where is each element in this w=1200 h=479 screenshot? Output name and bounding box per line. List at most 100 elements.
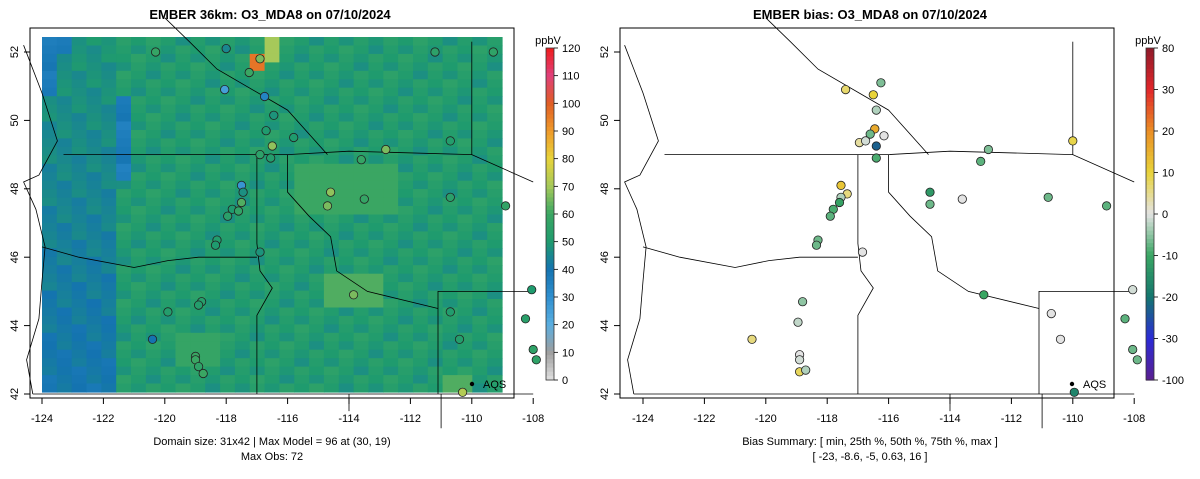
grid-cell (442, 104, 458, 114)
grid-cell (487, 358, 503, 368)
obs-point (979, 290, 989, 300)
grid-cell (264, 299, 280, 309)
grid-cell (264, 341, 280, 351)
grid-cell (42, 366, 58, 376)
grid-cell (279, 104, 295, 114)
grid-cell (457, 197, 473, 207)
grid-cell (56, 206, 73, 216)
colorbar-segment (1146, 342, 1154, 348)
obs-point (359, 194, 369, 204)
obs-point (259, 91, 270, 102)
right-observation-points (747, 78, 1142, 397)
grid-cell (457, 172, 473, 182)
obs-point (1128, 344, 1138, 355)
grid-cell (101, 324, 117, 334)
grid-cell (101, 189, 117, 199)
grid-cell (220, 383, 236, 393)
grid-cell (353, 332, 369, 342)
colorbar-segment (1146, 355, 1154, 360)
grid-cell (220, 206, 236, 216)
grid-cell (71, 231, 88, 241)
grid-cell (368, 53, 384, 63)
grid-cell (86, 197, 102, 207)
grid-cell (383, 53, 399, 63)
grid-cell (160, 231, 177, 241)
grid-cell (413, 121, 429, 131)
grid-cell (442, 155, 458, 165)
grid-cell (309, 155, 325, 165)
grid-cell (413, 290, 429, 300)
grid-cell (338, 290, 355, 300)
grid-cell (457, 223, 473, 233)
grid-cell (86, 45, 102, 55)
colorbar-segment (546, 238, 554, 244)
grid-cell (234, 62, 251, 72)
colorbar-segment (1146, 114, 1154, 120)
grid-cell (249, 282, 266, 292)
grid-cell (42, 290, 58, 300)
grid-cell (190, 341, 206, 351)
colorbar-segment (1146, 317, 1154, 323)
obs-point (238, 187, 248, 197)
grid-cell (234, 163, 251, 173)
grid-cell (131, 315, 147, 325)
grid-cell (160, 375, 177, 385)
grid-cell (383, 366, 399, 376)
grid-cell (145, 375, 162, 385)
grid-cell (86, 62, 102, 72)
grid-cell (190, 206, 206, 216)
grid-cell (190, 53, 206, 63)
colorbar-segment (546, 317, 554, 323)
grid-cell (457, 130, 473, 140)
grid-cell (145, 163, 162, 173)
grid-cell (309, 223, 325, 233)
obs-point (322, 201, 333, 211)
grid-cell (264, 349, 280, 359)
colorbar-segment (1146, 326, 1154, 331)
right-colorbar-unit: ppbV (1135, 35, 1161, 47)
obs-point (325, 187, 336, 197)
grid-cell (368, 155, 384, 165)
grid-cell (220, 231, 236, 241)
grid-cell (487, 37, 503, 47)
grid-cell (279, 96, 295, 106)
colorbar-segment (546, 77, 554, 82)
grid-cell (71, 324, 88, 334)
grid-cell (205, 206, 221, 216)
grid-cell (323, 155, 340, 165)
grid-cell (353, 180, 369, 190)
grid-cell (160, 197, 177, 207)
y-tick-label: 50 (599, 114, 611, 126)
grid-cell (175, 282, 191, 292)
grid-cell (338, 79, 355, 89)
grid-cell (472, 383, 488, 393)
grid-cell (42, 299, 58, 309)
grid-cell (294, 180, 310, 190)
colorbar-segment (1146, 301, 1154, 306)
grid-cell (205, 62, 221, 72)
obs-point (1043, 192, 1053, 202)
grid-cell (487, 163, 503, 173)
grid-cell (487, 341, 503, 351)
grid-cell (56, 180, 73, 190)
grid-cell (190, 180, 206, 190)
obs-point (261, 126, 271, 136)
grid-cell (145, 290, 162, 300)
grid-cell (353, 79, 369, 89)
obs-point (871, 153, 881, 163)
grid-cell (368, 239, 384, 249)
grid-cell (353, 223, 369, 233)
grid-cell (71, 180, 88, 190)
grid-cell (249, 104, 266, 114)
grid-cell (487, 70, 503, 80)
grid-cell (383, 282, 399, 292)
grid-cell (457, 383, 473, 393)
grid-cell (323, 146, 340, 156)
colorbar-segment (1146, 155, 1154, 161)
grid-cell (86, 130, 102, 140)
grid-cell (101, 273, 117, 283)
grid-cell (368, 214, 384, 224)
grid-cell (427, 358, 444, 368)
grid-cell (145, 214, 162, 224)
grid-cell (472, 358, 488, 368)
